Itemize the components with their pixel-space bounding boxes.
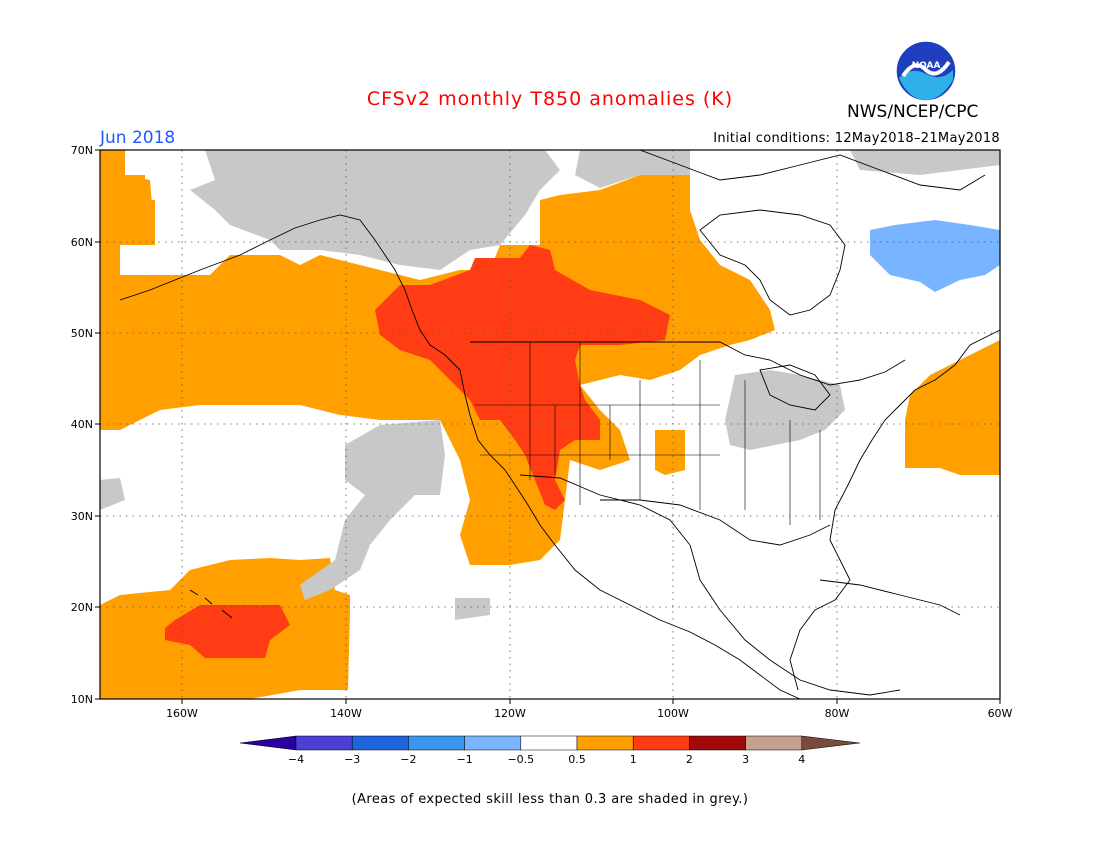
colorbar-swatch — [295, 735, 353, 751]
lat-label: 20N — [71, 601, 93, 614]
noaa-logo: NOAA — [895, 40, 957, 102]
lat-label: 40N — [71, 418, 93, 431]
lat-label: 60N — [71, 236, 93, 249]
lat-label: 50N — [71, 327, 93, 340]
orange-anomaly-alaska-west — [100, 150, 155, 240]
lon-label: 100W — [657, 707, 689, 720]
tick-marks — [95, 149, 1001, 704]
orange-anomaly-central-us — [655, 430, 685, 475]
red-anomaly-hawaii — [165, 605, 290, 658]
gulf-of-mexico — [600, 499, 831, 546]
lon-label: 80W — [825, 707, 850, 720]
colorbar-label: −1 — [456, 753, 472, 766]
lon-label: 120W — [494, 707, 526, 720]
colorbar-label: −3 — [344, 753, 360, 766]
alaska-coast — [119, 214, 801, 699]
colorbar-label: 3 — [742, 753, 749, 766]
colorbar-label: 1 — [630, 753, 637, 766]
gridlines — [100, 150, 1000, 699]
east-coast — [789, 329, 1000, 691]
lon-label: 160W — [166, 707, 198, 720]
colorbar-swatch — [745, 735, 803, 751]
grey-low-skill-greenland — [850, 150, 1000, 175]
colorbar-label: −0.5 — [507, 753, 534, 766]
initial-conditions-label: Initial conditions: 12May2018–21May2018 — [713, 131, 1000, 146]
lon-label: 60W — [988, 707, 1013, 720]
hudson-bay — [699, 209, 846, 316]
grey-low-skill-arctic — [190, 150, 560, 270]
coastlines — [119, 150, 1000, 699]
blue-anomaly-labrador — [870, 220, 1000, 292]
grey-low-skill-pacific — [300, 420, 445, 600]
caribbean-islands — [819, 579, 961, 616]
grey-low-skill-great-lakes — [725, 370, 845, 450]
colorbar-arrow-right — [801, 735, 860, 751]
colorbar-label: 4 — [798, 753, 805, 766]
colorbar-label: −2 — [400, 753, 416, 766]
us-mexico-border — [519, 474, 691, 546]
colorbar-arrow-left — [239, 735, 297, 751]
grey-low-skill-west-pacific — [100, 478, 125, 510]
orange-anomaly-atlantic — [905, 340, 1000, 475]
colorbar-swatch — [576, 735, 634, 751]
red-anomaly-western-north-america — [375, 245, 670, 510]
canada-arctic — [639, 150, 986, 191]
grey-low-skill-canada — [575, 150, 690, 188]
colorbar-swatch — [464, 735, 522, 751]
organization-label: NWS/NCEP/CPC — [847, 102, 979, 122]
colorbar-swatch — [351, 735, 409, 751]
lon-label: 140W — [330, 707, 362, 720]
lat-label: 30N — [71, 510, 93, 523]
us-states-grid — [475, 342, 821, 525]
hawaii-islands — [189, 589, 233, 619]
colorbar-swatch — [520, 735, 578, 751]
lat-label: 10N — [71, 693, 93, 706]
grey-low-skill-small — [455, 598, 490, 620]
chart-title: CFSv2 monthly T850 anomalies (K) — [366, 88, 734, 110]
skill-footnote: (Areas of expected skill less than 0.3 a… — [351, 792, 749, 807]
colorbar-label: −4 — [288, 753, 304, 766]
colorbar-label: 2 — [686, 753, 693, 766]
colorbar: −4 −3 −2 −1 −0.5 0.5 1 2 3 4 — [239, 735, 860, 766]
central-america — [689, 544, 901, 696]
us-canada-border — [470, 341, 906, 386]
colorbar-swatch — [408, 735, 465, 751]
colorbar-swatch — [632, 735, 690, 751]
great-lakes-outline — [759, 364, 831, 411]
lat-label: 70N — [71, 144, 93, 157]
colorbar-swatch — [689, 735, 746, 751]
lon-labels: 160W 140W 120W 100W 80W 60W — [166, 707, 1012, 720]
anomaly-shading — [100, 150, 1000, 699]
forecast-month-label: Jun 2018 — [100, 128, 176, 148]
logo-text: NOAA — [912, 61, 941, 71]
lat-labels: 10N 20N 30N 40N 50N 60N 70N — [71, 144, 93, 706]
colorbar-label: 0.5 — [568, 753, 586, 766]
